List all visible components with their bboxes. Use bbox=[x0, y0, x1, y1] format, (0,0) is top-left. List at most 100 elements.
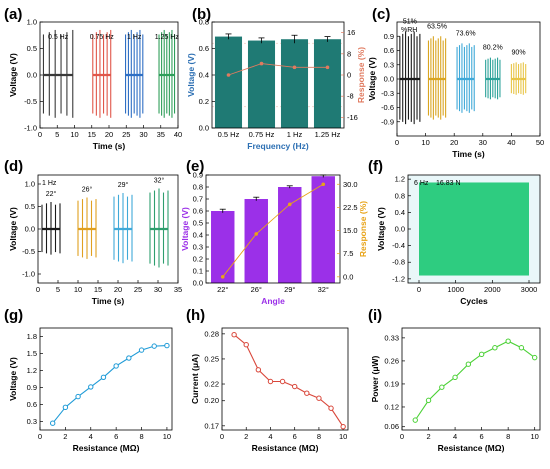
x-tick-label-i: 8 bbox=[506, 432, 510, 441]
y2-tick-label-b: 0 bbox=[347, 71, 351, 80]
response-point-e-3 bbox=[287, 202, 292, 207]
y-tick-label-e: 0.5 bbox=[193, 219, 203, 228]
x-tick-label-e: 22° bbox=[217, 285, 228, 294]
bar-e-4 bbox=[311, 176, 335, 283]
y2-tick-label-e: 15.0 bbox=[343, 226, 358, 235]
y-axis-label-g: Voltage (V) bbox=[8, 357, 18, 401]
plot-frame-i bbox=[401, 327, 541, 431]
data-point-i-3 bbox=[439, 384, 445, 390]
y2-tick-label-b: -8 bbox=[347, 92, 354, 101]
plot-frame-g bbox=[39, 327, 173, 431]
x-tick-label-d: 30 bbox=[154, 285, 162, 294]
y2-tick-label-e: 7.5 bbox=[343, 249, 353, 258]
response-point-b-3 bbox=[292, 65, 297, 70]
y-tick-label-a: -1.0 bbox=[24, 124, 37, 133]
y-tick-label-d: -1.0 bbox=[22, 270, 35, 279]
x-tick-label-e: 26° bbox=[251, 285, 262, 294]
y-axis-label-c: Voltage (V) bbox=[367, 57, 377, 101]
x-tick-label-d: 35 bbox=[174, 285, 182, 294]
bar-b-3 bbox=[280, 39, 309, 128]
x-axis-label-d: Time (s) bbox=[92, 296, 125, 306]
y2-tick-label-b: 8 bbox=[347, 49, 351, 58]
response-point-b-1 bbox=[226, 73, 231, 77]
y-tick-label-g: 0.3 bbox=[27, 417, 37, 426]
response-line-b bbox=[228, 63, 328, 76]
y-tick-label-f: 0.8 bbox=[395, 191, 405, 200]
data-point-g-1 bbox=[49, 420, 56, 426]
y-tick-label-e: 0.4 bbox=[193, 231, 203, 240]
x-axis-label-a: Time (s) bbox=[93, 141, 126, 151]
panel-label-g: (g) bbox=[4, 307, 23, 324]
panel-label-e: (e) bbox=[186, 158, 204, 175]
y-tick-label-h: 0.28 bbox=[204, 329, 219, 338]
x-tick-label-c: 0 bbox=[395, 138, 399, 147]
x-axis-label-f: Cycles bbox=[460, 296, 488, 306]
y-tick-label-e: 0.1 bbox=[193, 267, 203, 276]
y-tick-label-i: 0.33 bbox=[384, 333, 399, 342]
y-axis-label-i: Power (μW) bbox=[370, 355, 380, 402]
y-tick-label-i: 0.26 bbox=[384, 356, 399, 365]
bar-b-1 bbox=[214, 36, 243, 129]
y-tick-label-i: 0.12 bbox=[384, 402, 399, 411]
data-point-h-1 bbox=[231, 331, 237, 338]
data-point-g-6 bbox=[113, 363, 119, 369]
x-tick-label-g: 8 bbox=[139, 432, 143, 441]
y-tick-label-f: 0.4 bbox=[395, 208, 405, 217]
panel-label-h: (h) bbox=[186, 307, 205, 324]
y-tick-label-g: 0.9 bbox=[27, 383, 37, 392]
burst-label-c-3: 73.6% bbox=[456, 30, 476, 37]
y-tick-label-b: 0.4 bbox=[199, 71, 209, 80]
burst-label-c-1: 51% bbox=[403, 19, 417, 26]
y-axis-label-b: Voltage (V) bbox=[186, 53, 196, 97]
y-tick-label-b: 0.0 bbox=[199, 124, 209, 133]
y-axis-label-h: Current (μA) bbox=[190, 354, 200, 404]
data-point-h-3 bbox=[255, 367, 262, 373]
y2-axis-label-b: Response (%) bbox=[356, 47, 366, 103]
panel-label-f: (f) bbox=[368, 158, 383, 175]
y-axis-label-a: Voltage (V) bbox=[8, 53, 18, 97]
y-tick-label-f: -0.4 bbox=[392, 241, 405, 250]
y2-tick-label-e: 0.0 bbox=[343, 272, 353, 281]
x-tick-label-i: 10 bbox=[531, 432, 539, 441]
y-axis-label-e: Voltage (V) bbox=[180, 207, 190, 251]
bar-b-2 bbox=[247, 40, 276, 128]
y-tick-label-e: 0.3 bbox=[193, 243, 203, 252]
y-tick-label-b: 0.8 bbox=[199, 18, 209, 27]
data-point-g-2 bbox=[62, 404, 69, 411]
panel-label-d: (d) bbox=[4, 158, 23, 175]
x-tick-label-b: 0.75 Hz bbox=[249, 130, 275, 139]
x-axis-label-g: Resistance (MΩ) bbox=[73, 443, 140, 453]
data-point-i-6 bbox=[478, 351, 485, 358]
response-point-e-2 bbox=[254, 232, 259, 236]
y2-tick-label-b: -16 bbox=[347, 113, 358, 122]
y-tick-label-c: 0.6 bbox=[384, 46, 394, 55]
plot-frame-h bbox=[221, 327, 349, 431]
x-axis-label-h: Resistance (MΩ) bbox=[252, 443, 319, 453]
y-tick-label-e: 0.7 bbox=[193, 195, 203, 204]
data-point-i-10 bbox=[531, 354, 538, 361]
data-point-i-1 bbox=[412, 417, 418, 423]
panel-label-a: (a) bbox=[4, 6, 22, 23]
x-tick-label-d: 25 bbox=[134, 285, 142, 294]
y-tick-label-g: 1.8 bbox=[27, 332, 37, 341]
x-axis-label-c: Time (s) bbox=[452, 149, 485, 159]
burst-label-d-1: 22° bbox=[46, 190, 57, 198]
burst-label-d-3: 29° bbox=[118, 181, 129, 189]
data-point-g-10 bbox=[164, 342, 170, 349]
response-point-b-2 bbox=[259, 61, 264, 66]
y-tick-label-f: 0.0 bbox=[395, 225, 405, 234]
y-tick-label-d: 0.5 bbox=[25, 202, 35, 211]
signal-band-f bbox=[419, 182, 529, 276]
x-axis-label-b: Frequency (Hz) bbox=[247, 141, 309, 151]
y-tick-label-e: 0.9 bbox=[193, 171, 203, 180]
x-tick-label-h: 4 bbox=[268, 432, 272, 441]
x-tick-label-c: 30 bbox=[479, 138, 487, 147]
data-point-h-10 bbox=[340, 423, 346, 430]
y-tick-label-d: 0.0 bbox=[25, 225, 35, 234]
y-tick-label-h: 0.17 bbox=[204, 421, 219, 430]
y2-tick-label-e: 30.0 bbox=[343, 180, 358, 189]
bar-e-3 bbox=[278, 187, 302, 283]
y2-tick-label-e: 22.5 bbox=[343, 203, 358, 212]
y-tick-label-b: 0.6 bbox=[199, 44, 209, 53]
y-tick-label-h: 0.22 bbox=[204, 380, 219, 389]
